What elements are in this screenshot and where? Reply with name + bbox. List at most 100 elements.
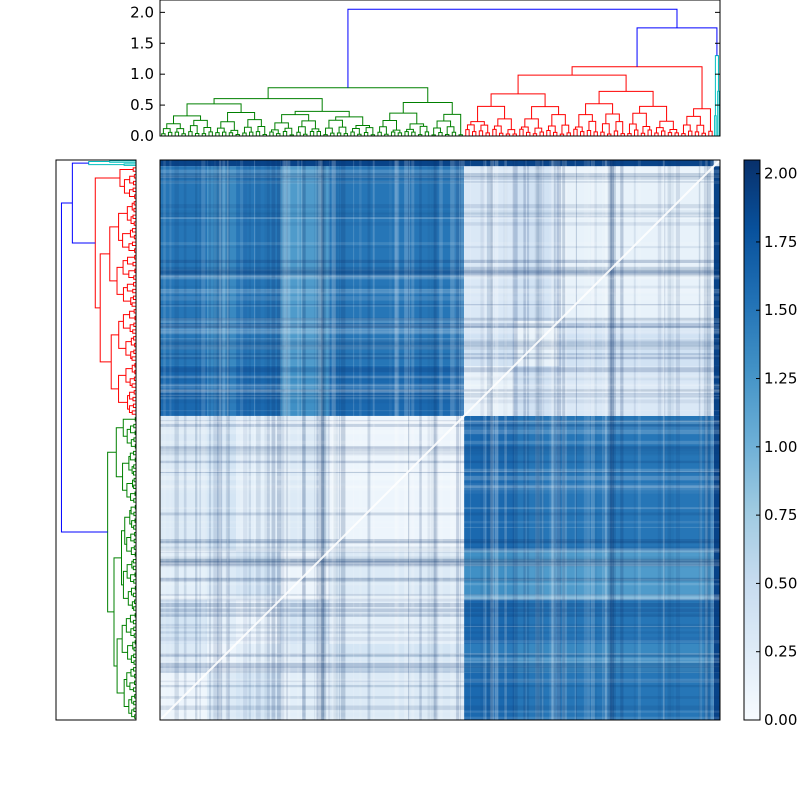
heatmap-block <box>236 672 281 720</box>
dendrogram-link <box>294 110 350 117</box>
heatmap-block <box>236 160 281 167</box>
heatmap-stripe <box>607 160 613 720</box>
heatmap-block <box>713 599 720 644</box>
heatmap-stripe <box>160 613 720 617</box>
heatmap-stripe <box>340 160 346 720</box>
heatmap-stripe <box>160 507 720 510</box>
dendrogram-link <box>553 131 558 136</box>
heatmap-block <box>160 166 208 322</box>
heatmap-stripe <box>456 160 460 720</box>
dendrogram-link <box>113 557 122 667</box>
heatmap-stripe <box>706 160 712 720</box>
heatmap-stripe <box>323 160 327 720</box>
heatmap-stripe <box>160 556 720 560</box>
dendrogram-link <box>301 120 316 129</box>
dendrogram-link <box>636 27 718 67</box>
heatmap-stripe <box>583 160 589 720</box>
heatmap-stripe <box>160 204 720 209</box>
dendrogram-link <box>507 129 516 135</box>
dendrogram-link <box>60 202 108 533</box>
heatmap <box>159 159 721 721</box>
heatmap-stripe <box>396 160 400 720</box>
heatmap-stripe <box>240 160 244 720</box>
dendrogram-link <box>551 114 566 127</box>
heatmap-block <box>464 550 515 600</box>
heatmap-stripe <box>587 160 590 720</box>
dendrogram-link <box>404 131 409 136</box>
dendrogram-link <box>107 451 117 613</box>
colorbar-frame <box>743 159 761 721</box>
heatmap-stripe <box>160 266 720 270</box>
heatmap-stripe <box>551 160 556 720</box>
heatmap-stripe <box>160 388 720 394</box>
colorbar-tick-label: 2.00 <box>764 165 797 183</box>
heatmap-stripe <box>160 375 720 379</box>
heatmap-stripe <box>613 160 616 720</box>
colorbar-gradient <box>744 160 760 720</box>
heatmap-stripe <box>160 653 720 657</box>
heatmap-stripe <box>160 216 720 218</box>
heatmap-stripe <box>160 270 720 274</box>
heatmap-block <box>558 550 714 600</box>
dendrogram-link <box>131 410 136 415</box>
heatmap-stripe <box>160 330 720 335</box>
heatmap-stripe <box>160 429 720 435</box>
colorbar-tick-label: 1.75 <box>764 233 797 251</box>
heatmap-block <box>207 321 237 366</box>
heatmap-block <box>558 160 714 167</box>
heatmap-stripe <box>160 440 720 445</box>
heatmap-stripe <box>160 259 720 264</box>
heatmap-block <box>160 550 208 600</box>
heatmap-stripe <box>483 160 486 720</box>
heatmap-stripe <box>217 160 223 720</box>
heatmap-stripe <box>160 539 720 544</box>
dendrogram-link <box>125 368 133 383</box>
heatmap-stripe <box>160 684 720 688</box>
heatmap-block <box>160 643 208 673</box>
heatmap-block <box>280 643 330 673</box>
heatmap-stripe <box>160 212 720 216</box>
dendrogram-link <box>176 128 185 134</box>
dendrogram-link <box>110 334 119 390</box>
top-dendrogram: 0.0 0.5 1.0 1.5 2.0 <box>130 0 721 145</box>
heatmap-stripe <box>496 160 499 720</box>
heatmap-block <box>464 643 515 673</box>
dendrogram-link <box>129 324 134 333</box>
heatmap-stripe <box>160 419 720 425</box>
dendrogram-link <box>451 131 457 136</box>
heatmap-stripe <box>318 160 323 720</box>
heatmap-stripe <box>282 160 286 720</box>
heatmap-stripe <box>213 160 218 720</box>
y-tick-label: 0.0 <box>130 127 154 145</box>
heatmap-stripe <box>540 160 545 720</box>
dendrogram-link <box>129 391 135 400</box>
heatmap-stripe <box>486 160 492 720</box>
heatmap-stripe <box>160 423 720 427</box>
dendrogram-link <box>714 115 717 136</box>
heatmap-stripe <box>160 602 720 608</box>
heatmap-block <box>464 415 515 551</box>
heatmap-stripe <box>512 160 518 720</box>
heatmap-block <box>329 321 465 366</box>
heatmap-stripe <box>160 277 720 280</box>
heatmap-stripe <box>536 160 540 720</box>
dendrogram-link <box>189 125 198 134</box>
heatmap-block <box>329 643 465 673</box>
heatmap-stripe <box>160 716 720 720</box>
heatmap-stripe <box>433 160 439 720</box>
heatmap-stripe <box>160 546 720 551</box>
dendrogram-link <box>130 574 135 582</box>
heatmap-stripe <box>160 595 720 599</box>
heatmap-stripe <box>160 339 720 344</box>
dendrogram-link <box>593 131 598 136</box>
dendrogram-link <box>389 112 418 124</box>
heatmap-stripe <box>556 160 561 720</box>
heatmap-stripe <box>160 660 720 663</box>
heatmap-stripe <box>160 328 720 334</box>
heatmap-stripe <box>264 160 266 720</box>
heatmap-block <box>236 166 281 322</box>
heatmap-stripe <box>495 160 497 720</box>
dendrogram-link <box>128 405 134 414</box>
heatmap-stripe <box>160 384 720 389</box>
heatmap-block <box>280 365 330 416</box>
